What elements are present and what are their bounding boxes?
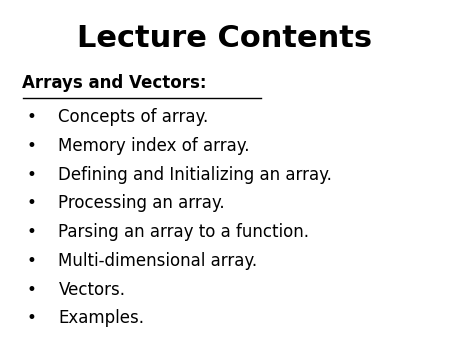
Text: Processing an array.: Processing an array. [58, 194, 225, 212]
Text: •: • [27, 281, 36, 298]
Text: Vectors.: Vectors. [58, 281, 126, 298]
Text: •: • [27, 194, 36, 212]
Text: Defining and Initializing an array.: Defining and Initializing an array. [58, 166, 333, 184]
Text: •: • [27, 108, 36, 126]
Text: •: • [27, 252, 36, 270]
Text: Memory index of array.: Memory index of array. [58, 137, 250, 155]
Text: Multi-dimensional array.: Multi-dimensional array. [58, 252, 257, 270]
Text: •: • [27, 223, 36, 241]
Text: Examples.: Examples. [58, 309, 144, 327]
Text: •: • [27, 166, 36, 184]
Text: Concepts of array.: Concepts of array. [58, 108, 209, 126]
Text: Arrays and Vectors:: Arrays and Vectors: [22, 74, 207, 92]
Text: Parsing an array to a function.: Parsing an array to a function. [58, 223, 310, 241]
Text: •: • [27, 137, 36, 155]
Text: •: • [27, 309, 36, 327]
Text: Lecture Contents: Lecture Contents [77, 24, 373, 53]
